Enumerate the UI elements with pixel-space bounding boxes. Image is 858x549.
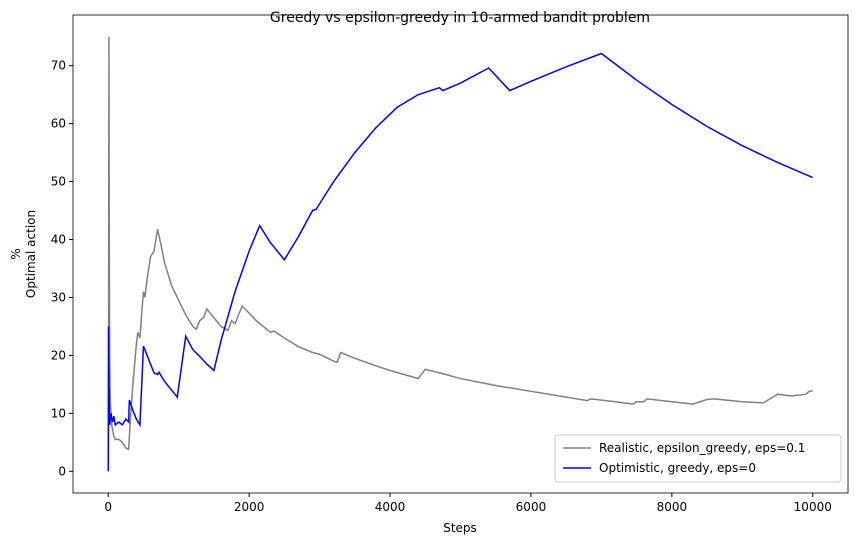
y-tick-label: 10 — [51, 406, 66, 420]
x-axis-label: Steps — [443, 521, 477, 535]
x-tick-label: 10000 — [794, 500, 832, 514]
chart-title: Greedy vs epsilon-greedy in 10-armed ban… — [270, 10, 650, 26]
x-tick-label: 8000 — [657, 500, 688, 514]
y-tick-label: 0 — [58, 464, 66, 478]
y-axis-label: Optimal action — [24, 210, 38, 298]
legend-label: Realistic, epsilon_greedy, eps=0.1 — [599, 441, 805, 455]
x-tick-label: 0 — [104, 500, 112, 514]
legend-box — [554, 434, 842, 483]
y-tick-label: 50 — [51, 175, 66, 189]
y-tick-label: 60 — [51, 117, 66, 131]
legend-label: Optimistic, greedy, eps=0 — [599, 461, 756, 475]
y-tick-label: 20 — [51, 348, 66, 362]
y-tick-label: 40 — [51, 233, 66, 247]
y-tick-label: 30 — [51, 290, 66, 304]
line — [107, 52, 814, 472]
x-tick-label: 4000 — [375, 500, 406, 514]
axes-frame — [72, 14, 849, 494]
line — [107, 36, 813, 472]
legend: Realistic, epsilon_greedy, eps=0.1 Optimi… — [554, 434, 842, 483]
x-tick-label: 2000 — [234, 500, 265, 514]
y-axis-label: % — [9, 248, 23, 259]
x-tick-label: 6000 — [516, 500, 547, 514]
y-tick-label: 70 — [51, 59, 66, 73]
